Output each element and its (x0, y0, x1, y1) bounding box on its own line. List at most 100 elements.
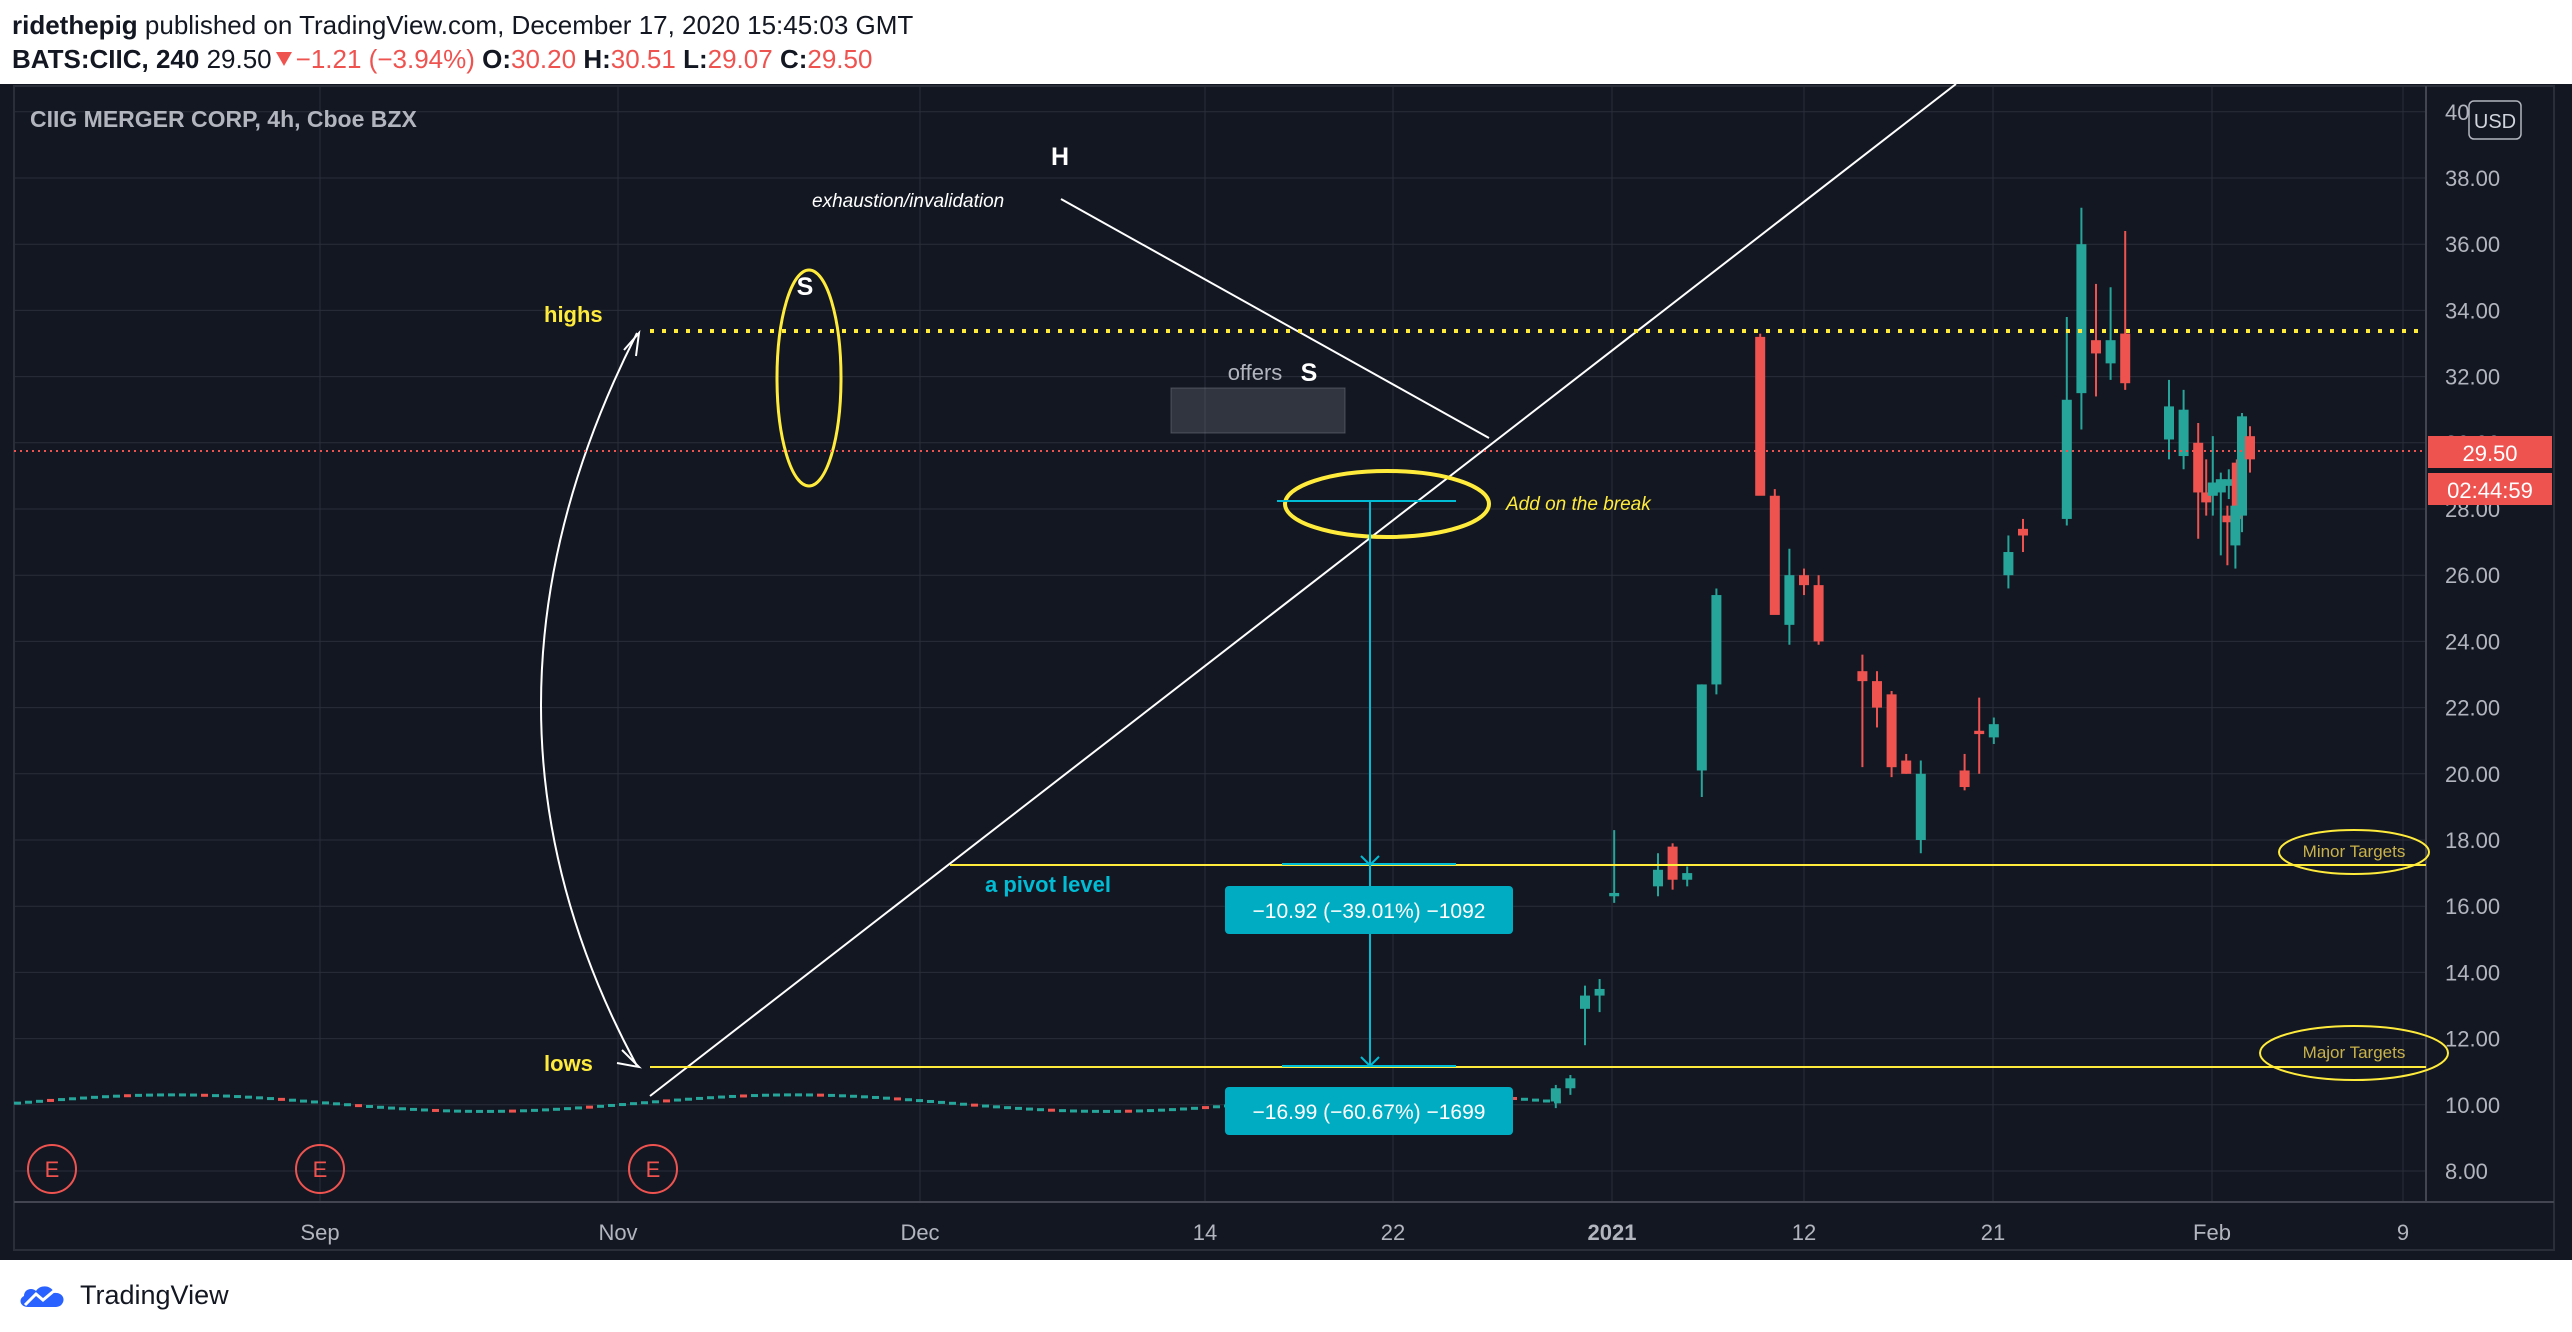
price-tick-label: 24.00 (2445, 629, 2500, 654)
break-ellipse[interactable] (1283, 469, 1491, 539)
price-tick-label: 16.00 (2445, 894, 2500, 919)
candle-body (1682, 873, 1693, 880)
price-chart[interactable]: 8.00 10.00 12.00 14.00 16.00 18.00 20.00 22.00 2… (0, 84, 2572, 1260)
publish-line: ridethepig published on TradingView.com,… (12, 8, 913, 42)
ohlc-line: BATS:CIIC, 240 29.50 −1.21 (−3.94%) O:30.… (12, 42, 872, 76)
chart-frame (13, 85, 2555, 1251)
lows-label: lows (544, 1051, 593, 1076)
chart-legend-title: CIIG MERGER CORP, 4h, Cboe BZX (30, 106, 417, 132)
time-axis[interactable]: Sep Nov Dec 14 22 2021 12 21 Feb 9 (300, 1220, 2409, 1245)
price-tick-label: 20.00 (2445, 762, 2500, 787)
price-tick-label: 26.00 (2445, 563, 2500, 588)
currency-label: USD (2474, 111, 2516, 133)
major-targets-ellipse[interactable] (2259, 1025, 2449, 1081)
price-tick-label: 14.00 (2445, 960, 2500, 985)
low-label: L: (683, 44, 708, 74)
candle-body (1565, 1078, 1576, 1089)
price-axis[interactable]: 8.00 10.00 12.00 14.00 16.00 18.00 20.00 22.00 2… (2445, 100, 2500, 1184)
time-tick-label: 12 (1792, 1220, 1816, 1245)
tradingview-brand-label: TradingView (80, 1280, 229, 1310)
earnings-marker[interactable]: E (628, 1144, 678, 1194)
earnings-circle (628, 1144, 678, 1194)
high-label: H: (583, 44, 611, 74)
last-price-tag: 29.50 02:44:59 (2428, 436, 2552, 505)
minor-targets-ellipse[interactable] (2278, 829, 2430, 875)
offers-box[interactable] (1170, 387, 1346, 434)
currency-button[interactable]: USD (2468, 100, 2522, 140)
candle-body (1609, 892, 1620, 897)
candle-body (1580, 995, 1590, 1009)
measure-label-2-box[interactable] (1225, 1087, 1513, 1135)
last-price: 29.50 (206, 44, 272, 74)
candle-body (1813, 585, 1824, 642)
candle-body (1667, 846, 1678, 880)
price-tick-label: 10.00 (2445, 1093, 2500, 1118)
earnings-circle (295, 1144, 345, 1194)
descending-trendline[interactable] (1060, 198, 1490, 439)
lows-to-highs-arc[interactable] (540, 332, 638, 1067)
open-label: O: (482, 44, 512, 74)
annotations-layer: −10.92 (−39.01%) −1092 −16.99 (−60.67%) … (540, 84, 2449, 1135)
close-label: C: (779, 44, 808, 74)
price-tick-label: 38.00 (2445, 166, 2500, 191)
head-label: H (1051, 143, 1069, 171)
candle-body (1769, 495, 1780, 615)
price-tag-label: 29.50 (2462, 441, 2517, 466)
close-value: 29.50 (807, 44, 873, 74)
candle-body (2178, 409, 2189, 457)
minor-targets-label: Minor Targets (2303, 842, 2406, 861)
time-tick-label: 9 (2397, 1220, 2409, 1245)
add-on-break-label: Add on the break (1505, 494, 1652, 515)
major-targets-label: Major Targets (2303, 1043, 2406, 1062)
tradingview-cloud-icon (20, 1285, 64, 1307)
price-tick-label: 8.00 (2445, 1159, 2488, 1184)
earnings-circle (27, 1144, 77, 1194)
candle-body (2237, 416, 2247, 516)
candle-body (1901, 760, 1912, 774)
candle-body (1872, 681, 1882, 708)
time-tick-label: Sep (300, 1220, 339, 1245)
time-tick-label: 2021 (1588, 1220, 1637, 1245)
candle-body (1974, 730, 1985, 735)
time-tick-label: Feb (2193, 1220, 2231, 1245)
earnings-marker[interactable]: E (295, 1144, 345, 1194)
measure-label-1-box[interactable] (1225, 886, 1513, 934)
snapshot-header: ridethepig published on TradingView.com,… (0, 0, 2572, 84)
currency-button-box[interactable] (2468, 100, 2522, 140)
candle-body (2245, 436, 2255, 460)
candle-body (1857, 671, 1868, 682)
candle-body (2215, 479, 2226, 493)
price-tick-label: 34.00 (2445, 298, 2500, 323)
price-tick-label: 12.00 (2445, 1027, 2500, 1052)
candle-body (1696, 684, 1707, 771)
snapshot-footer: TradingView (0, 1260, 2572, 1332)
price-tick-label: 32.00 (2445, 365, 2500, 390)
candle-body (2231, 462, 2242, 519)
low-value: 29.07 (707, 44, 773, 74)
arc-arrowhead-top (623, 329, 641, 357)
left-shoulder-ellipse[interactable] (775, 268, 843, 488)
candle-body (1711, 595, 1722, 685)
ascending-trendline[interactable] (649, 84, 1957, 1097)
time-tick-label: Dec (900, 1220, 939, 1245)
candle-body (1886, 694, 1897, 768)
author-name[interactable]: ridethepig (12, 10, 138, 40)
down-arrow-icon (275, 52, 292, 66)
time-tick-label: 14 (1193, 1220, 1217, 1245)
earnings-label: E (646, 1157, 661, 1182)
candle-body (2091, 340, 2101, 354)
earnings-marker[interactable]: E (27, 1144, 77, 1194)
candle-body (1755, 336, 1766, 496)
candle-body (2201, 492, 2212, 503)
open-value: 30.20 (511, 44, 577, 74)
price-tick-label: 18.00 (2445, 828, 2500, 853)
tradingview-brand[interactable]: TradingView (16, 1280, 229, 1311)
drawing-tools-layer (1170, 387, 1346, 434)
candle-body (1653, 869, 1663, 887)
arc-arrowhead-bottom (616, 1049, 642, 1069)
pivot-level-label: a pivot level (985, 872, 1111, 897)
candle-body (2076, 244, 2087, 394)
right-shoulder-label: S (1301, 359, 1318, 387)
highs-label: highs (544, 302, 603, 327)
